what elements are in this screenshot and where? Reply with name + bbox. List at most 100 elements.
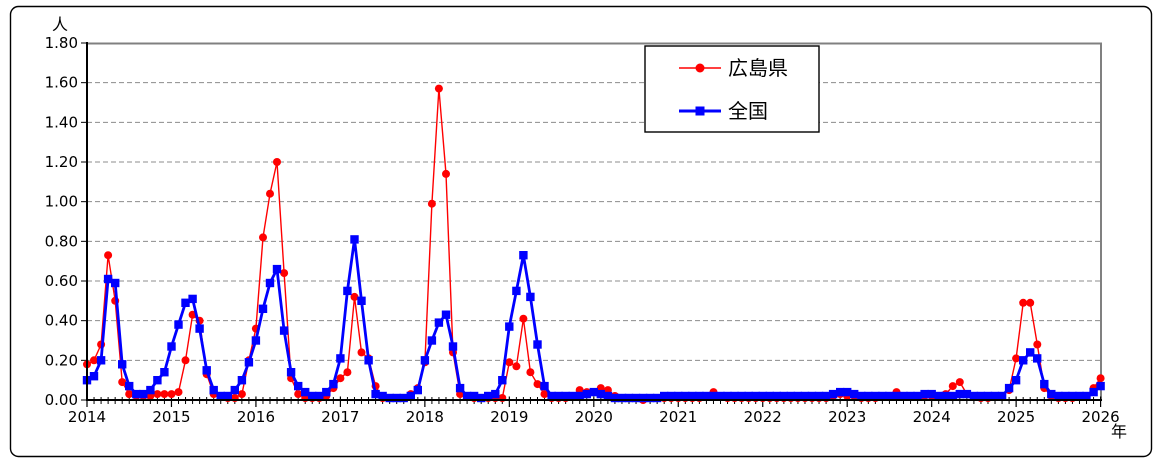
series-national-marker [427,336,437,345]
series-national-marker [969,391,979,401]
series-hiroshima-marker [259,233,267,242]
series-hiroshima-marker [1019,298,1028,307]
series-national-marker [927,389,936,399]
series-national-marker [617,393,627,403]
series-national-marker [885,391,894,401]
series-national-marker [737,391,746,401]
series-national-marker [814,391,824,401]
series-national-marker [962,389,972,399]
series-national-marker [765,391,774,401]
series-national-marker [188,294,197,304]
series-national-marker [568,391,577,401]
y-tick-label: 1.20 [45,153,78,171]
series-national-marker [540,381,549,391]
series-national-line [86,237,1102,400]
series-national-marker [526,292,535,302]
series-hiroshima-marker [1096,374,1105,383]
series-hiroshima-marker [237,390,246,399]
series-national-marker [660,391,669,401]
series-national-marker [132,389,141,399]
series-national-marker [610,393,620,403]
series-hiroshima-marker [174,388,183,397]
series-national-markers [82,235,1105,403]
series-national-marker [716,391,725,401]
series-national-marker [286,368,296,377]
series-national-marker [413,385,422,395]
series-national-marker [772,391,781,401]
series-national-marker [512,286,521,296]
series-national-marker [899,391,908,401]
series-national-marker [631,393,641,403]
series-national-marker [329,379,338,389]
series-national-marker [983,391,993,401]
series-national-marker [343,286,352,296]
series-national-marker [547,391,556,401]
series-national-marker [491,389,500,399]
series-national-marker [892,391,901,401]
series-national-marker [139,389,148,399]
series-national-marker [336,354,345,363]
series-national-marker [118,360,127,369]
series-national-marker [688,391,697,401]
series-national-marker [864,391,873,401]
series-national-marker [96,356,106,365]
series-national-marker [378,391,387,401]
series-national-marker [751,391,760,401]
series-hiroshima-marker [427,199,436,208]
series-national-marker [1040,379,1049,389]
series-national-marker [681,391,690,401]
x-year-label: 2026 [1082,408,1120,426]
series-national-marker [308,391,317,401]
legend-label-hiroshima: 広島県 [728,56,788,80]
series-national-marker [434,318,444,327]
series-national-marker [589,387,598,397]
series-hiroshima-marker [540,390,549,399]
series-national-marker [934,391,943,401]
series-hiroshima-marker [526,368,535,377]
y-tick-label: 1.60 [45,74,78,92]
series-national-marker [533,340,542,349]
series-hiroshima-markers [83,84,1105,404]
legend-box [644,45,820,133]
series-national-marker [125,381,134,391]
y-tick-label: 1.40 [45,113,78,131]
series-national-marker [554,391,563,401]
series-national-marker [1068,391,1077,401]
series-hiroshima-marker [357,348,366,357]
series-national-marker [603,391,613,401]
series-national-marker [793,391,803,401]
series-national-marker [624,393,634,403]
y-tick-label: 0.40 [45,312,78,330]
series-national-marker [744,391,753,401]
series-national-marker [244,358,254,367]
series-hiroshima-marker [104,251,113,260]
series-national-marker [294,381,303,391]
x-year-label: 2019 [490,408,528,426]
series-national-marker [441,310,451,319]
series-national-marker [638,393,648,403]
series-national-marker [484,391,493,401]
series-national-marker [997,391,1007,401]
axis-labels: 0.00 0.20 0.40 0.60 0.80 1.00 1.20 1.40 1.60 1.80… [45,34,1120,426]
series-hiroshima-marker [181,356,190,365]
series-national-marker [279,326,289,335]
series-national-marker [702,391,711,401]
series-national-marker [976,391,986,401]
series-national-marker [322,387,331,397]
y-tick-label: 1.00 [45,193,78,211]
series-national-marker [836,387,845,397]
series-national-marker [941,391,950,401]
series-hiroshima-marker [955,378,964,387]
series-national-marker [181,298,190,307]
series-national-marker [807,391,817,401]
series-hiroshima-marker [118,378,127,387]
series-national-marker [1019,356,1028,365]
series-national-marker [1075,391,1084,401]
series-national-marker [1026,348,1035,357]
x-year-label: 2016 [237,408,275,426]
series-national-marker [160,368,169,377]
series-national-marker [948,391,957,401]
series-national-marker [1047,389,1056,399]
series-national-marker [455,383,465,393]
